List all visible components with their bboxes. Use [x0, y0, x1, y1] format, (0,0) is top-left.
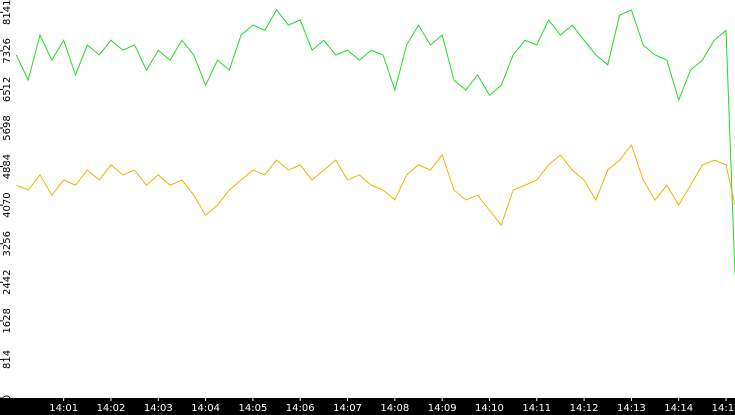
x-tick-label: 14:03	[144, 403, 173, 414]
y-tick-label: 3256	[2, 231, 13, 256]
x-tick-label: 14:06	[286, 403, 315, 414]
x-tick-label: 14:15	[712, 403, 735, 414]
x-tick-label: 14:07	[333, 403, 362, 414]
x-tick-label: 14:09	[428, 403, 457, 414]
y-tick-label: 0	[2, 395, 13, 401]
y-tick-label: 4884	[2, 154, 13, 179]
x-tick-label: 14:14	[664, 403, 693, 414]
y-tick-label: 2442	[2, 270, 13, 295]
x-tick-label: 14:04	[191, 403, 220, 414]
y-tick-label: 7326	[2, 38, 13, 63]
y-tick-label: 8141	[2, 0, 13, 25]
y-tick-label: 1628	[2, 308, 13, 333]
series-line	[15, 9, 735, 275]
x-tick-label: 14:05	[238, 403, 267, 414]
y-tick-label: 814	[2, 350, 13, 369]
x-tick-label: 14:12	[570, 403, 599, 414]
series-line	[16, 143, 735, 227]
x-tick-label: 14:01	[49, 403, 78, 414]
x-tick-label: 14:13	[617, 403, 646, 414]
x-axis-bar	[0, 398, 735, 415]
x-tick-label: 14:11	[522, 403, 551, 414]
y-tick-label: 4070	[2, 192, 13, 217]
y-tick-label: 6512	[2, 77, 13, 102]
x-tick-label: 14:08	[380, 403, 409, 414]
y-tick-label: 5698	[2, 115, 13, 140]
x-tick-label: 14:10	[475, 403, 504, 414]
x-tick-label: 14:02	[97, 403, 126, 414]
